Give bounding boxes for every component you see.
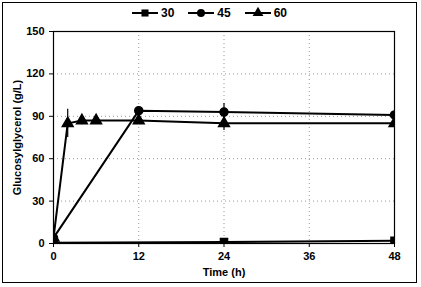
html-text:60: 60 <box>273 6 287 20</box>
html-text:45: 45 <box>217 6 231 20</box>
svg-text:150: 150 <box>26 25 44 37</box>
svg-text:30: 30 <box>32 195 44 207</box>
html-text:30: 30 <box>161 6 175 20</box>
svg-text:Time (h): Time (h) <box>203 266 246 278</box>
svg-text:24: 24 <box>218 250 231 262</box>
svg-text:48: 48 <box>388 250 400 262</box>
svg-text:12: 12 <box>133 250 145 262</box>
svg-text:36: 36 <box>303 250 315 262</box>
svg-text:0: 0 <box>38 237 44 249</box>
svg-text:0: 0 <box>50 250 56 262</box>
svg-text:Glucosylglycerol (g/L): Glucosylglycerol (g/L) <box>11 79 23 195</box>
svg-text:90: 90 <box>32 110 44 122</box>
svg-text:60: 60 <box>32 152 44 164</box>
svg-text:120: 120 <box>26 67 44 79</box>
